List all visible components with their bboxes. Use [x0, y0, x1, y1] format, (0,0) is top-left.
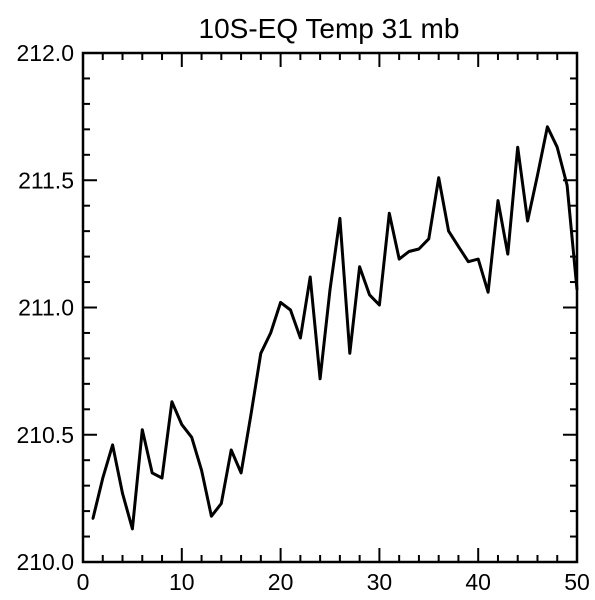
x-tick-label: 40 — [465, 569, 491, 595]
data-point — [299, 336, 302, 340]
data-point — [180, 423, 183, 426]
data-point — [506, 252, 510, 256]
data-point — [516, 145, 519, 149]
data-point — [546, 125, 549, 129]
data-point — [328, 288, 332, 291]
data-point — [407, 250, 411, 253]
data-point — [309, 275, 312, 279]
x-tick-label: 0 — [77, 569, 90, 595]
data-point — [348, 352, 351, 355]
data-point — [190, 436, 193, 439]
data-point — [111, 443, 114, 447]
data-point — [486, 291, 490, 294]
data-point — [556, 145, 559, 149]
y-tick-label: 211.0 — [18, 295, 74, 321]
data-point — [417, 247, 421, 251]
y-tick-label: 212.0 — [16, 40, 74, 66]
data-point — [259, 352, 263, 355]
x-axis-tick-labels: 0 10 20 30 40 50 — [77, 569, 590, 595]
plot-frame — [81, 51, 579, 564]
data-point — [437, 176, 440, 179]
data-point — [170, 400, 174, 403]
data-point — [496, 199, 500, 202]
data-point — [526, 219, 529, 223]
x-tick-label: 50 — [564, 569, 590, 595]
series-line — [91, 125, 579, 531]
data-point — [457, 245, 460, 248]
x-tick-label: 10 — [169, 569, 195, 595]
data-point — [200, 469, 203, 472]
chart-title: 10S-EQ Temp 31 mb — [199, 13, 460, 44]
data-point — [230, 448, 233, 452]
y-tick-label: 210.0 — [16, 549, 74, 575]
data-point — [388, 212, 391, 215]
data-point — [467, 260, 470, 263]
data-point — [378, 303, 381, 307]
data-point — [220, 502, 223, 505]
data-point — [160, 476, 164, 480]
data-point — [447, 229, 450, 233]
data-point — [397, 257, 401, 261]
data-point — [318, 377, 322, 380]
data-point — [239, 471, 243, 475]
data-point — [141, 428, 144, 431]
y-tick-label: 211.5 — [18, 167, 74, 193]
data-point — [131, 527, 134, 531]
data-point — [289, 308, 292, 312]
data-point — [565, 184, 569, 187]
data-point — [210, 514, 213, 518]
data-point — [358, 265, 361, 268]
data-point — [121, 492, 124, 495]
y-axis-tick-labels: 210.0 210.5 211.0 211.5 212.0 — [16, 40, 74, 575]
axis-ticks — [82, 52, 578, 563]
data-point — [338, 217, 342, 220]
data-point — [279, 301, 282, 304]
data-point — [101, 476, 104, 480]
data-point — [427, 237, 430, 240]
data-point — [249, 413, 253, 416]
x-tick-label: 20 — [268, 569, 294, 595]
data-point — [91, 517, 95, 520]
series-group — [91, 125, 579, 531]
y-tick-label: 210.5 — [16, 422, 74, 448]
data-point — [269, 331, 272, 335]
data-point — [150, 471, 154, 475]
data-point — [477, 257, 480, 261]
data-point — [536, 173, 539, 177]
data-point — [368, 293, 371, 296]
data-point — [575, 288, 579, 291]
x-tick-label: 30 — [367, 569, 393, 595]
